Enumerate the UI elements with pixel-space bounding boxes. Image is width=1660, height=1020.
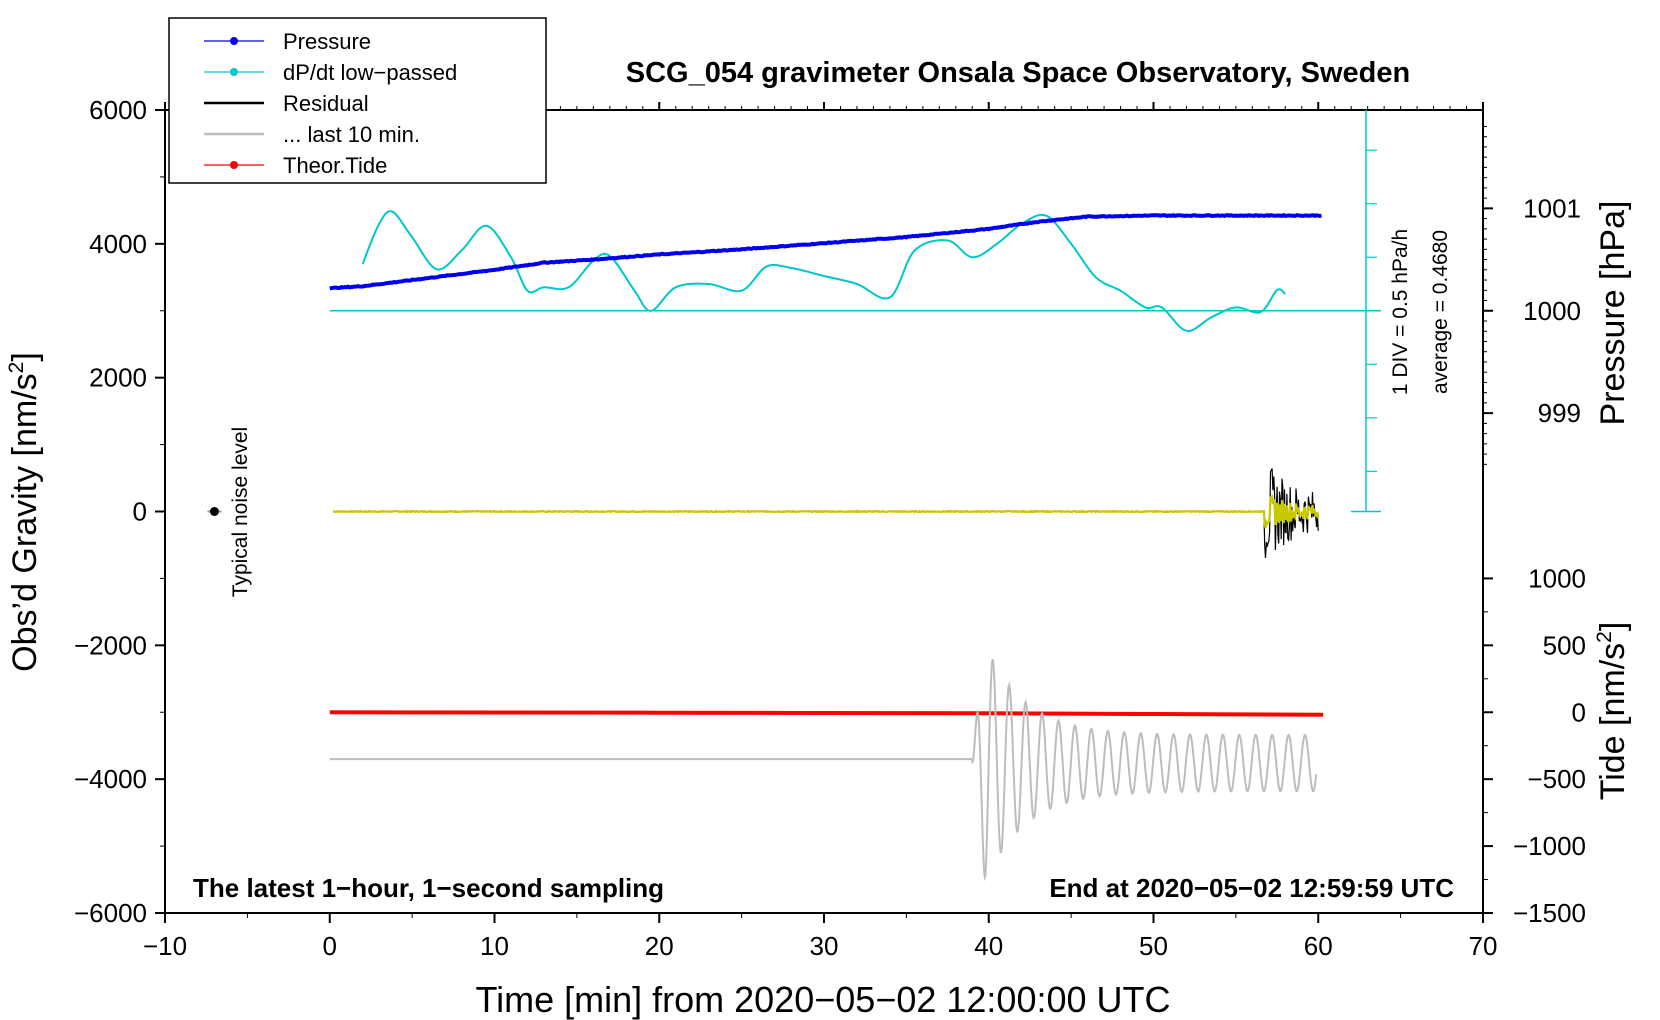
pressure-tick-label: 1000: [1523, 296, 1581, 326]
x-tick-label: 40: [974, 931, 1003, 961]
annotation-sampling: The latest 1−hour, 1−second sampling: [193, 873, 664, 903]
x-tick-label: 0: [323, 931, 337, 961]
y-tick-label: 6000: [89, 95, 147, 125]
pressure-series-line: [329, 212, 1322, 291]
tide-tick-label: −1500: [1513, 898, 1586, 928]
legend-label: Residual: [283, 91, 369, 116]
y-tick-label: 0: [133, 497, 147, 527]
x-tick-label: 50: [1139, 931, 1168, 961]
residual-series-line: [332, 468, 1319, 558]
legend-swatch-marker: [230, 37, 238, 45]
legend-box: [168, 17, 547, 184]
y-tick-label: 2000: [89, 363, 147, 393]
legend-swatch-marker: [230, 161, 238, 169]
tide-tick-label: −500: [1527, 764, 1586, 794]
x-tick-label: 70: [1469, 931, 1498, 961]
y-tick-label: 4000: [89, 229, 147, 259]
tide-tick-label: −1000: [1513, 831, 1586, 861]
pressure-tick-label: 1001: [1523, 193, 1581, 223]
last-10-min-series-line: [329, 659, 1318, 882]
x-tick-label: −10: [143, 931, 187, 961]
annotation-dpdt-scale: 1 DIV = 0.5 hPa/h: [1389, 229, 1412, 395]
annotation-dpdt-average: average = 0.4680: [1429, 230, 1452, 394]
tide-tick-label: 1000: [1528, 563, 1586, 593]
tide-tick-label: 0: [1572, 697, 1586, 727]
noise-level-dot: [209, 507, 219, 516]
legend: Pressure dP/dt low−passed Residual ... last…: [168, 17, 547, 184]
ticks-layer: −10 0 10 20 30 40 50 60 70 −6000 −4000 −2000 0 2000 40…: [74, 95, 1586, 961]
x-tick-label: 30: [810, 931, 839, 961]
chart-title: SCG_054 gravimeter Onsala Space Observat…: [626, 57, 1410, 89]
x-tick-label: 10: [480, 931, 509, 961]
y-axis-label-tide-sup: 2: [1593, 631, 1616, 643]
residual-filtered-line: [333, 494, 1320, 528]
dpdt-series-line: [361, 210, 1286, 332]
tide-tick-label: 500: [1543, 630, 1586, 660]
y-axis-label-gravity: Obs’d Gravity [nm/s2]: [5, 352, 44, 672]
legend-swatch-marker: [230, 68, 238, 76]
annotation-noise-level: Typical noise level: [229, 427, 252, 597]
y-tick-label: −6000: [74, 898, 147, 928]
legend-label: Pressure: [283, 29, 371, 54]
legend-label: ... last 10 min.: [283, 122, 420, 147]
legend-label: Theor.Tide: [283, 153, 387, 178]
annotation-end-time: End at 2020−05−02 12:59:59 UTC: [1049, 873, 1454, 903]
x-axis-label: Time [min] from 2020−05−02 12:00:00 UTC: [475, 979, 1170, 1020]
y-axis-label-tide: Tide [nm/s2]: [1593, 622, 1632, 801]
x-tick-label: 60: [1304, 931, 1333, 961]
tide-series-line: [329, 710, 1324, 717]
series-layer: [207, 210, 1381, 882]
pressure-tick-label: 999: [1538, 398, 1581, 428]
y-tick-label: −4000: [74, 764, 147, 794]
legend-label: dP/dt low−passed: [283, 60, 457, 85]
x-tick-label: 20: [645, 931, 674, 961]
y-axis-label-pressure: Pressure [hPa]: [1594, 201, 1632, 426]
y-axis-label-gravity-sup: 2: [5, 362, 28, 374]
y-tick-label: −2000: [74, 630, 147, 660]
